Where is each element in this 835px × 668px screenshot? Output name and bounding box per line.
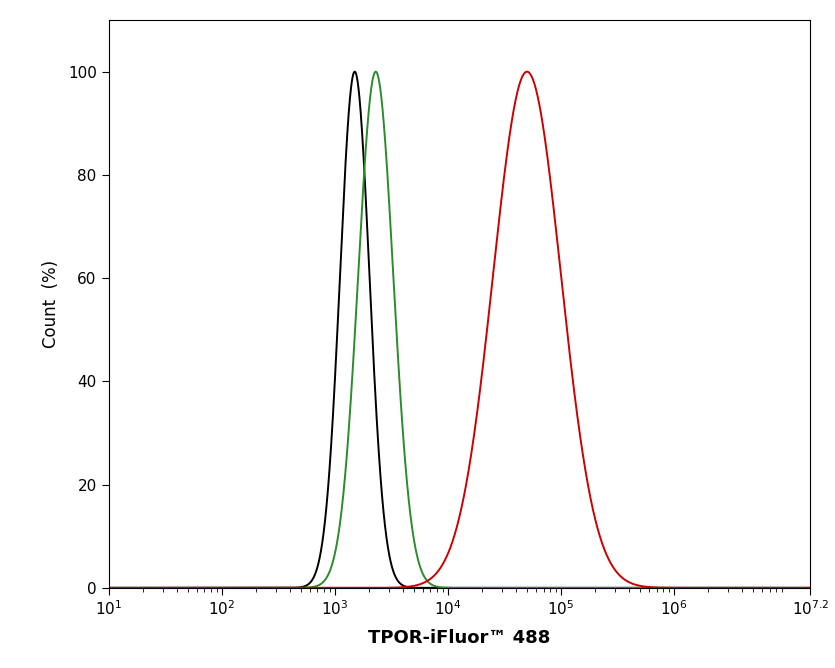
Y-axis label: Count  (%): Count (%) <box>42 260 59 348</box>
X-axis label: TPOR-iFluor™ 488: TPOR-iFluor™ 488 <box>368 629 550 647</box>
